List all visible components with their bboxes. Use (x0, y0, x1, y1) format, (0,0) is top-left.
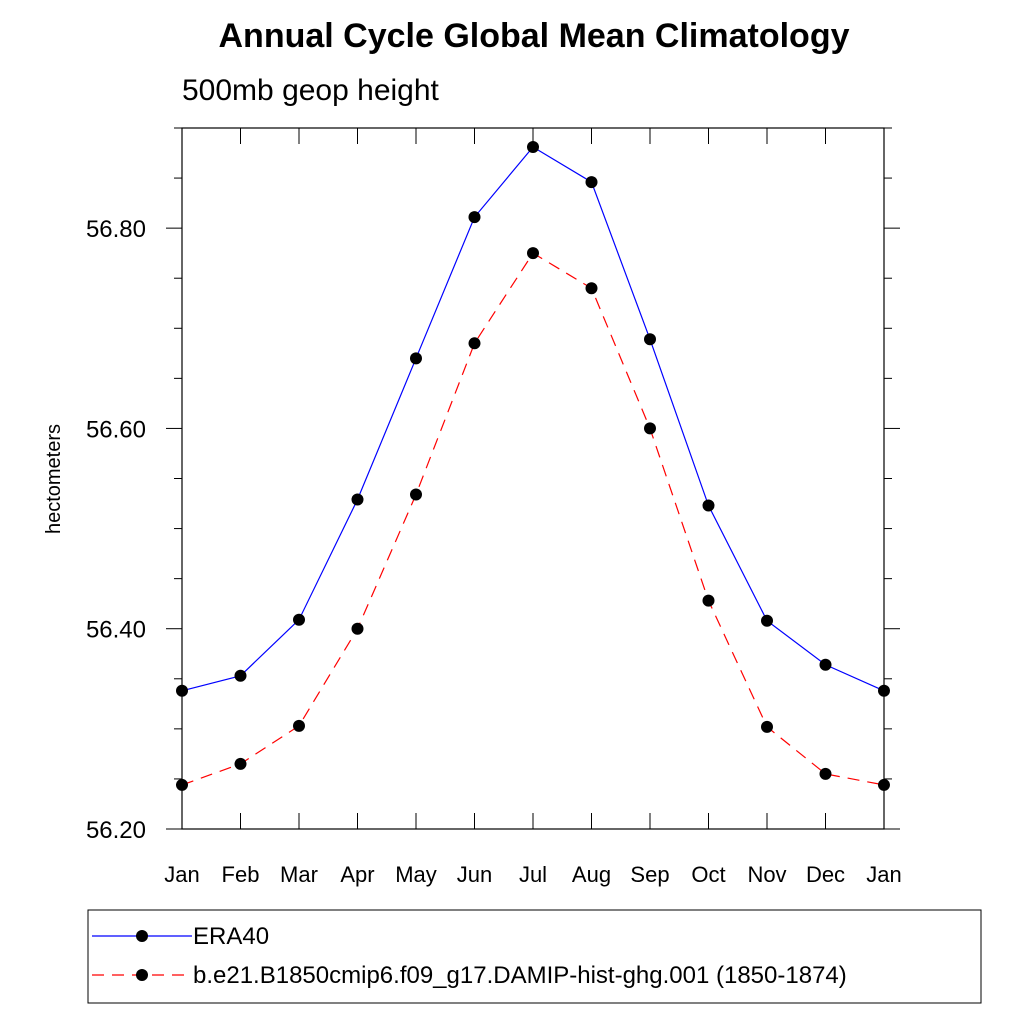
x-tick-label: Nov (747, 862, 786, 887)
data-point (819, 767, 832, 780)
data-point (585, 176, 598, 189)
x-tick-label: Jan (164, 862, 199, 887)
legend-label: b.e21.B1850cmip6.f09_g17.DAMIP-hist-ghg.… (193, 962, 847, 989)
series-line (181, 252, 885, 786)
data-point (527, 247, 539, 260)
x-tick-label: Jul (519, 862, 547, 887)
data-point (527, 141, 539, 154)
chart-title: Annual Cycle Global Mean Climatology (219, 17, 850, 55)
data-point (761, 614, 773, 627)
x-tick-labels: Jan Feb Mar Apr May Jun Jul Aug Sep Oct Nov Dec Jan (164, 862, 901, 887)
data-point (410, 488, 422, 501)
x-tick-label: Aug (572, 862, 611, 887)
x-tick-label: Sep (630, 862, 669, 887)
data-point (410, 352, 422, 365)
data-point (761, 720, 773, 733)
data-point (702, 499, 715, 512)
chart-subtitle: 500mb geop height (182, 74, 440, 107)
plot-frame (181, 127, 885, 830)
data-point (702, 594, 715, 607)
legend-marker (136, 969, 148, 981)
series-1 (176, 247, 890, 791)
data-point (468, 337, 481, 350)
data-point (819, 658, 832, 671)
data-point (351, 622, 364, 635)
y-tick-labels: 56.20 56.40 56.60 56.80 (86, 216, 146, 844)
data-point (234, 669, 247, 682)
axis-ticks (166, 127, 900, 830)
data-point (293, 719, 305, 732)
x-tick-label: Mar (280, 862, 318, 887)
series-layer (176, 141, 890, 791)
data-point (878, 778, 890, 791)
x-tick-label: Dec (806, 862, 845, 887)
legend-box (87, 909, 982, 1004)
x-tick-label: Apr (340, 862, 374, 887)
data-point (234, 757, 247, 770)
y-tick-label: 56.40 (86, 617, 146, 644)
x-tick-label: Oct (691, 862, 725, 887)
y-tick-label: 56.60 (86, 416, 146, 443)
legend-label: ERA40 (193, 923, 269, 950)
data-point (176, 684, 188, 697)
data-point (644, 422, 656, 435)
x-tick-label: Feb (222, 862, 260, 887)
data-point (878, 684, 890, 697)
data-point (468, 211, 481, 224)
y-axis-label: hectometers (43, 424, 65, 534)
legend-marker (136, 930, 148, 942)
x-tick-label: May (395, 862, 437, 887)
x-tick-label: Jun (457, 862, 492, 887)
data-point (293, 613, 305, 626)
series-0 (176, 141, 890, 697)
data-point (351, 493, 364, 506)
x-tick-label: Jan (866, 862, 901, 887)
y-tick-label: 56.20 (86, 817, 146, 844)
data-point (585, 282, 598, 295)
data-point (644, 333, 656, 346)
data-point (176, 778, 188, 791)
series-line (181, 146, 885, 692)
y-tick-label: 56.80 (86, 216, 146, 243)
legend: ERA40 b.e21.B1850cmip6.f09_g17.DAMIP-hist… (92, 923, 847, 989)
